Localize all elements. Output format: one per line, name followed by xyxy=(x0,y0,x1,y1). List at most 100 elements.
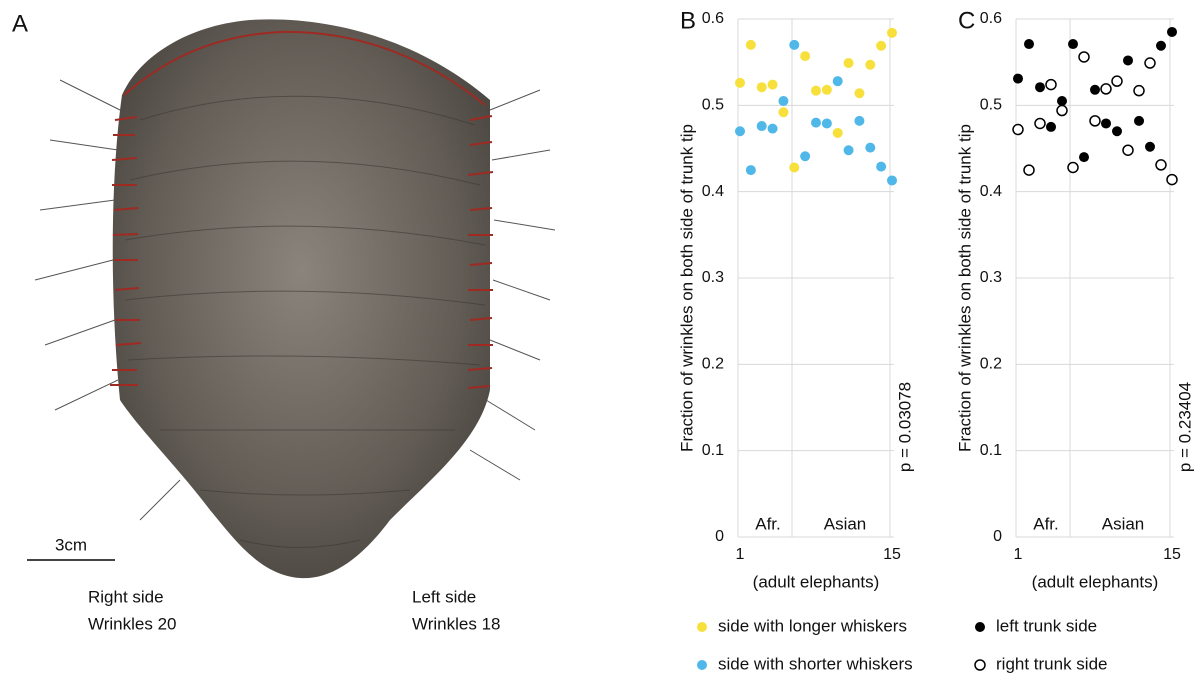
point xyxy=(1067,161,1079,174)
group-label: Afr. xyxy=(755,514,781,533)
point xyxy=(789,39,800,50)
point xyxy=(1034,117,1046,130)
point xyxy=(745,39,756,50)
y-tick-label: 0.4 xyxy=(702,183,724,200)
point xyxy=(1045,78,1057,91)
wrinkle-count: Wrinkles 18 xyxy=(412,614,501,633)
point xyxy=(735,126,745,137)
y-tick-label: 0.6 xyxy=(702,10,724,27)
point xyxy=(865,142,876,153)
point xyxy=(1123,55,1133,66)
legend-label: side with longer whiskers xyxy=(718,616,907,635)
legend-label: side with shorter whiskers xyxy=(718,654,913,673)
point xyxy=(1023,164,1035,176)
point xyxy=(1024,39,1034,50)
y-tick-label: 0.2 xyxy=(702,356,724,373)
scale-label: 3cm xyxy=(55,535,87,554)
side-label: Left side xyxy=(412,587,476,606)
point xyxy=(800,51,811,62)
trunk-photo xyxy=(27,19,556,579)
legend-marker xyxy=(697,660,707,670)
point xyxy=(843,58,854,69)
y-tick-label: 0.3 xyxy=(980,269,1002,286)
point xyxy=(887,27,897,38)
panel-label: B xyxy=(680,7,696,34)
point xyxy=(1144,57,1156,69)
point xyxy=(811,85,821,96)
point xyxy=(1167,26,1177,37)
legend-marker xyxy=(974,659,986,671)
x-tick-label: 1 xyxy=(736,546,745,563)
point xyxy=(1056,104,1068,117)
point xyxy=(876,40,887,51)
y-tick-label: 0.6 xyxy=(980,10,1002,27)
point xyxy=(1035,82,1045,93)
y-tick-label: 0.1 xyxy=(980,442,1002,459)
point xyxy=(778,96,789,107)
x-tick-label: 1 xyxy=(1014,546,1023,563)
point xyxy=(756,82,767,93)
x-axis-label: (adult elephants) xyxy=(753,572,880,591)
point xyxy=(1057,96,1067,107)
y-tick-label: 0.4 xyxy=(980,183,1002,200)
point xyxy=(811,117,821,128)
legend-marker xyxy=(975,622,985,632)
point xyxy=(1112,126,1122,137)
panel-label: C xyxy=(958,7,975,34)
point xyxy=(821,118,832,129)
legend-marker xyxy=(697,622,707,632)
x-axis-label: (adult elephants) xyxy=(1032,572,1159,591)
point xyxy=(1079,152,1089,163)
point xyxy=(1089,115,1101,127)
y-tick-label: 0.1 xyxy=(702,442,724,459)
point xyxy=(767,123,778,134)
point xyxy=(1078,51,1090,63)
y-tick-label: 0.2 xyxy=(980,356,1002,373)
y-tick-label: 0.3 xyxy=(702,269,724,286)
group-label: Afr. xyxy=(1033,514,1059,533)
y-axis-label: Fraction of wrinkles on both side of tru… xyxy=(677,124,696,452)
group-label: Asian xyxy=(1102,514,1145,533)
point xyxy=(1046,121,1056,132)
y-tick-label: 0.5 xyxy=(980,97,1002,114)
point xyxy=(821,84,832,95)
y-axis-label: Fraction of wrinkles on both side of tru… xyxy=(955,124,974,452)
point xyxy=(865,59,876,70)
side-label: Right side xyxy=(88,587,164,606)
point xyxy=(854,115,865,126)
point xyxy=(1145,141,1155,152)
point xyxy=(843,145,854,156)
point xyxy=(832,76,843,87)
point xyxy=(1166,173,1178,186)
y-tick-label: 0 xyxy=(993,528,1002,545)
point xyxy=(1133,84,1145,97)
point xyxy=(1111,75,1123,87)
point xyxy=(1156,40,1166,51)
point xyxy=(854,88,865,99)
point xyxy=(1012,123,1024,136)
point xyxy=(1155,159,1167,171)
point xyxy=(778,107,789,118)
point xyxy=(832,127,843,138)
panel-label: A xyxy=(12,10,28,37)
point xyxy=(735,77,745,88)
wrinkle-count: Wrinkles 20 xyxy=(88,614,177,633)
annotation: p = 0.23404 xyxy=(1175,382,1194,472)
point xyxy=(1068,39,1078,50)
annotation: p = 0.03078 xyxy=(895,382,914,472)
point xyxy=(887,175,897,186)
x-tick-label: 15 xyxy=(1163,546,1181,563)
point xyxy=(800,151,811,162)
point xyxy=(1013,73,1023,84)
point xyxy=(1100,83,1112,95)
point xyxy=(1134,115,1144,126)
point xyxy=(1122,144,1134,156)
legend-label: right trunk side xyxy=(996,654,1108,673)
point xyxy=(756,121,767,132)
point xyxy=(767,79,778,90)
point xyxy=(1090,84,1100,95)
group-label: Asian xyxy=(824,514,867,533)
legend-label: left trunk side xyxy=(996,616,1097,635)
point xyxy=(745,165,756,176)
